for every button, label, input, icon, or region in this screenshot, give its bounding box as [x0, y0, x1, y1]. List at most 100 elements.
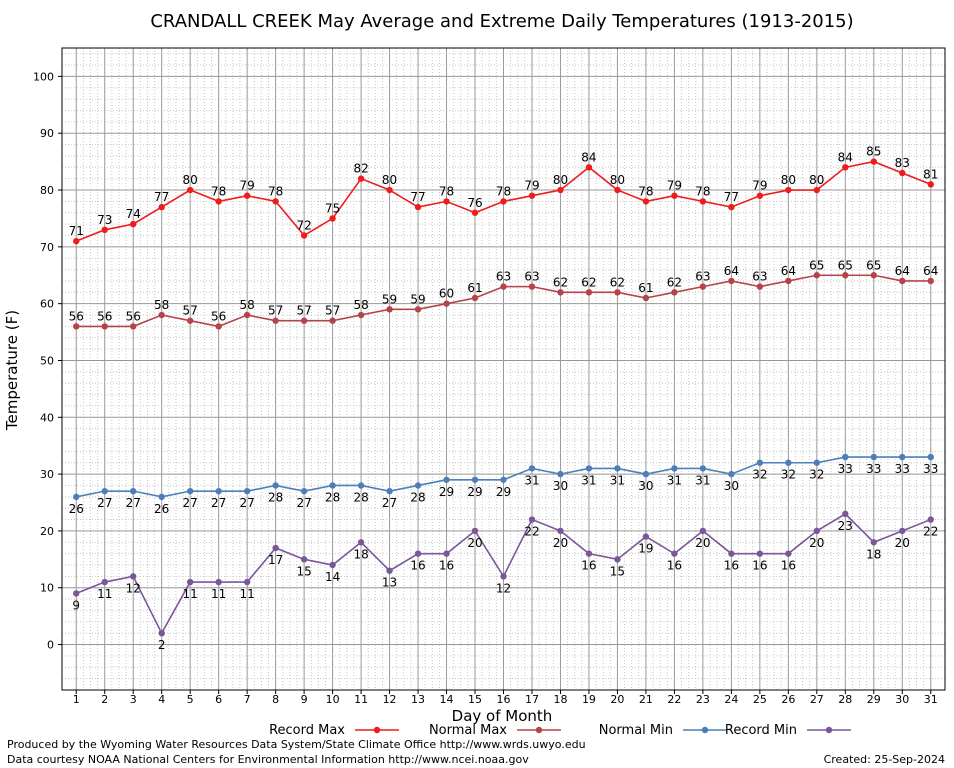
y-tick-label: 30	[40, 468, 54, 481]
record-max-data-label: 78	[211, 184, 226, 198]
record-max-point	[73, 237, 80, 245]
normal-min-data-label: 33	[866, 462, 881, 476]
normal-max-point	[73, 323, 80, 330]
normal-max-data-label: 63	[496, 270, 511, 284]
x-tick-label: 18	[553, 693, 567, 706]
normal-max-data-label: 64	[724, 264, 739, 278]
record-max-data-label: 76	[467, 196, 482, 210]
normal-min-data-label: 33	[895, 462, 910, 476]
normal-max-point	[528, 283, 536, 290]
x-tick-label: 20	[610, 693, 624, 706]
normal-min-point	[243, 487, 251, 495]
record-max-point	[557, 186, 564, 194]
normal-max-data-label: 64	[923, 264, 938, 278]
record-max-point	[300, 232, 308, 239]
record-min-point	[585, 550, 593, 557]
record-max-point	[500, 198, 507, 205]
normal-min-point	[272, 482, 279, 489]
normal-min-point	[386, 487, 393, 495]
x-tick-label: 4	[158, 693, 165, 706]
record-max-data-label: 79	[524, 179, 539, 193]
record-max-data-label: 80	[553, 173, 568, 187]
normal-min-data-label: 30	[553, 479, 568, 493]
record-min-data-label: 15	[610, 564, 625, 578]
x-tick-label: 11	[354, 693, 368, 706]
record-min-point	[215, 578, 222, 586]
normal-min-data-label: 33	[838, 462, 853, 476]
record-max-data-label: 84	[581, 150, 596, 164]
record-min-legend-marker	[825, 726, 833, 734]
normal-min-data-label: 29	[467, 485, 482, 499]
record-min-data-label: 12	[126, 581, 141, 595]
x-tick-label: 7	[244, 693, 251, 706]
normal-max-data-label: 63	[695, 270, 710, 284]
normal-max-point	[870, 272, 877, 279]
record-max-data-label: 80	[809, 173, 824, 187]
x-tick-label: 22	[667, 693, 681, 706]
normal-min-point	[842, 453, 849, 461]
normal-max-legend-marker	[535, 726, 543, 734]
record-max-point	[357, 175, 365, 182]
normal-max-data-label: 62	[610, 275, 625, 289]
record-min-point	[813, 527, 821, 535]
x-tick-label: 31	[924, 693, 938, 706]
record-min-point	[471, 527, 479, 535]
normal-min-point	[329, 482, 336, 489]
record-max-point	[842, 164, 849, 171]
normal-min-point	[870, 453, 877, 461]
record-max-point	[130, 220, 137, 228]
record-max-data-label: 78	[638, 184, 653, 198]
record-min-data-label: 18	[353, 547, 368, 561]
normal-min-point	[186, 487, 194, 495]
normal-min-legend-label: Normal Min	[599, 723, 673, 738]
record-min-data-label: 23	[838, 519, 853, 533]
normal-max-data-label: 60	[439, 287, 454, 301]
y-tick-label: 60	[40, 298, 54, 311]
normal-max-data-label: 57	[183, 304, 198, 318]
record-min-point	[272, 544, 279, 552]
normal-max-data-label: 59	[382, 292, 397, 306]
x-tick-label: 16	[497, 693, 511, 706]
normal-min-data-label: 27	[382, 496, 397, 510]
legend: Record Max Normal Max Normal Min Record Min	[269, 723, 851, 738]
normal-max-point	[443, 300, 450, 307]
normal-max-point	[130, 323, 137, 330]
record-max-legend-marker	[373, 726, 381, 734]
normal-min-data-label: 30	[638, 479, 653, 493]
normal-min-data-label: 26	[69, 502, 84, 516]
record-max-data-label: 78	[439, 184, 454, 198]
normal-max-point	[357, 311, 365, 319]
x-tick-label: 13	[411, 693, 425, 706]
record-max-point	[870, 158, 877, 165]
normal-min-point	[728, 470, 735, 478]
normal-max-point	[243, 311, 251, 319]
normal-max-point	[557, 289, 564, 296]
y-tick-label: 100	[33, 70, 54, 83]
normal-max-point	[186, 317, 194, 324]
x-axis-label: Day of Month	[452, 707, 553, 725]
record-min-data-label: 20	[895, 536, 910, 550]
record-max-data-label: 73	[97, 213, 112, 227]
normal-max-point	[585, 289, 593, 296]
normal-min-data-label: 32	[781, 468, 796, 482]
normal-max-data-label: 62	[553, 275, 568, 289]
record-min-data-label: 18	[866, 547, 881, 561]
record-max-data-label: 82	[353, 162, 368, 176]
record-min-data-label: 19	[638, 542, 653, 556]
normal-min-data-label: 27	[183, 496, 198, 510]
normal-max-data-label: 58	[353, 298, 368, 312]
normal-min-point	[557, 470, 564, 478]
normal-max-point	[642, 294, 650, 302]
normal-max-point	[272, 317, 279, 324]
footer-created-date: Created: 25-Sep-2024	[824, 753, 945, 766]
record-max-data-label: 79	[752, 179, 767, 193]
record-min-point	[614, 556, 621, 563]
normal-max-data-label: 65	[866, 258, 881, 272]
record-min-point	[500, 573, 507, 580]
x-tick-label: 10	[326, 693, 340, 706]
record-min-data-label: 12	[496, 581, 511, 595]
record-min-data-label: 16	[439, 559, 454, 573]
record-max-point	[642, 198, 650, 205]
x-tick-label: 23	[696, 693, 710, 706]
